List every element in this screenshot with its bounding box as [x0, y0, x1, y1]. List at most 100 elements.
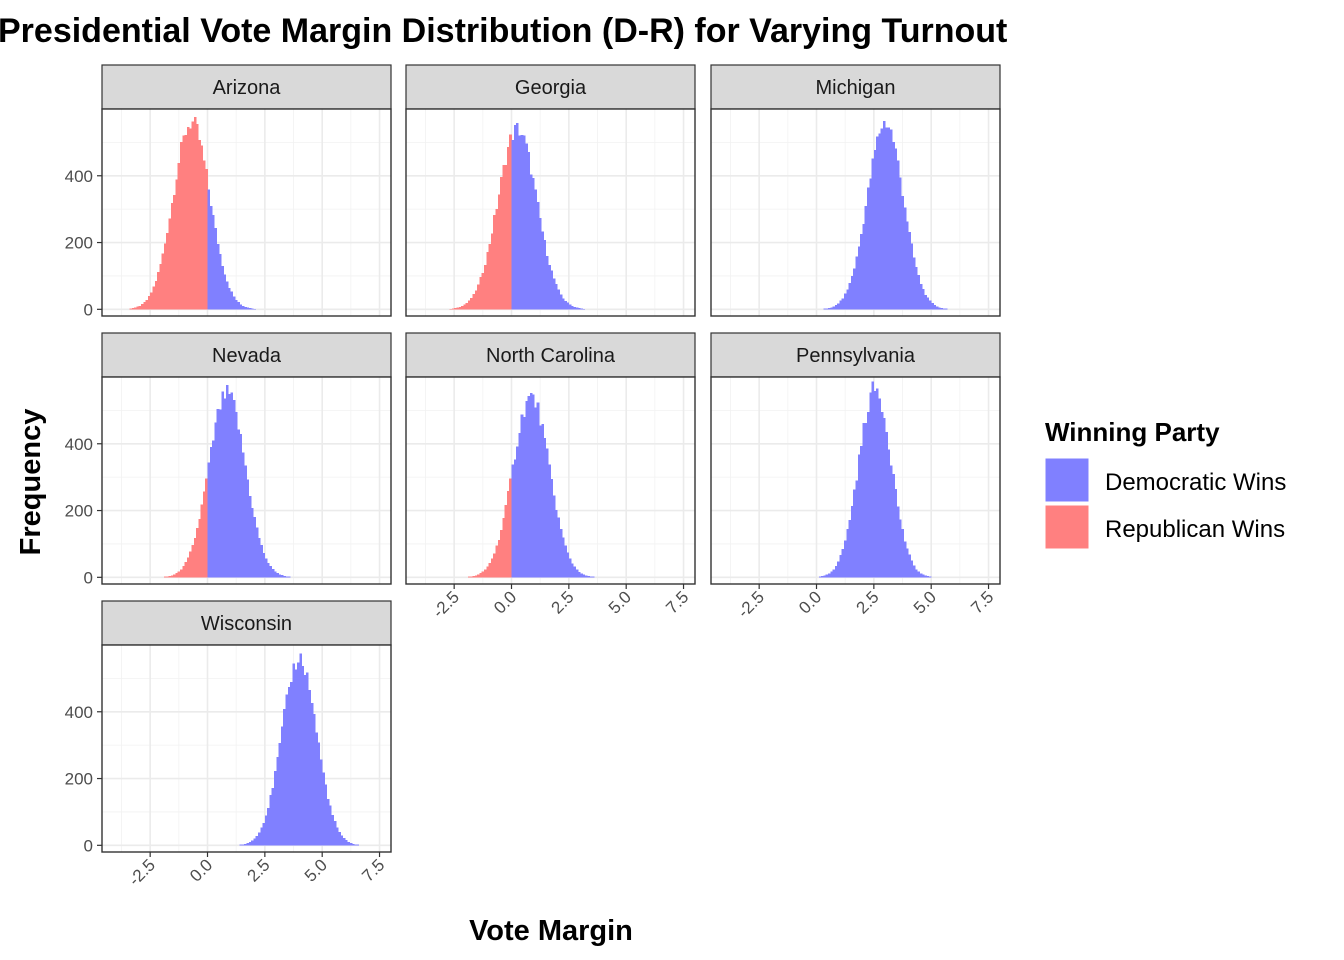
bar-democratic — [237, 429, 240, 578]
y-tick-label: 0 — [84, 300, 93, 319]
bar-democratic — [853, 268, 856, 310]
bar-democratic — [262, 822, 266, 846]
bar-democratic — [262, 552, 266, 578]
bar-democratic — [529, 174, 533, 310]
bar-democratic — [534, 189, 538, 310]
plot-background-arizona — [102, 109, 391, 316]
bar-republican — [147, 295, 151, 310]
bar-democratic — [915, 569, 918, 578]
bar-democratic — [919, 573, 923, 578]
bar-democratic — [218, 254, 222, 310]
x-tick-label: -2.5 — [734, 587, 768, 621]
bar-democratic — [230, 392, 234, 578]
bar-democratic — [232, 400, 236, 578]
bar-democratic — [827, 573, 831, 578]
bar-democratic — [853, 489, 856, 578]
bar-democratic — [555, 510, 558, 578]
bar-republican — [486, 252, 489, 310]
bar-democratic — [294, 669, 298, 846]
bar-democratic — [278, 574, 282, 578]
bar-democratic — [225, 281, 229, 310]
bar-democratic — [283, 575, 286, 578]
bar-republican — [470, 576, 473, 578]
bar-democratic — [862, 423, 865, 578]
bar-democratic — [889, 465, 893, 578]
bar-democratic — [896, 506, 900, 578]
bar-democratic — [883, 417, 886, 578]
bar-republican — [493, 553, 496, 578]
bar-democratic — [214, 227, 217, 310]
bar-democratic — [552, 278, 556, 310]
bar-democratic — [539, 425, 542, 578]
panel-border-north-carolina — [405, 376, 696, 585]
panel-border-nevada — [101, 376, 392, 585]
bar-republican — [506, 490, 510, 578]
bar-democratic — [541, 423, 544, 578]
x-tick-label: -2.5 — [125, 855, 159, 889]
facet-panels: Arizona 0 200 400 Georgia Michigan Nevada 0 200 4… — [65, 64, 1001, 890]
bar-democratic — [216, 244, 220, 310]
bar-republican — [456, 307, 460, 310]
bar-democratic — [568, 558, 572, 578]
bar-democratic — [545, 256, 549, 310]
bar-democratic — [255, 836, 259, 846]
chart-title: Presidential Vote Margin Distribution (D… — [0, 12, 1007, 50]
bar-republican — [449, 308, 453, 310]
bar-democratic — [880, 128, 884, 310]
bar-republican — [205, 169, 208, 310]
bar-democratic — [823, 308, 826, 310]
x-tick-label: 0.0 — [490, 587, 520, 617]
bar-democratic — [264, 815, 268, 846]
bar-democratic — [212, 215, 215, 310]
histogram-north-carolina — [467, 393, 595, 578]
bar-republican — [179, 569, 183, 578]
bar-republican — [483, 265, 487, 310]
bar-republican — [189, 128, 192, 310]
bar-republican — [497, 194, 501, 310]
strip-label-nevada: Nevada — [212, 345, 282, 367]
bar-democratic — [580, 308, 583, 310]
panel-border-arizona — [101, 108, 392, 317]
bar-democratic — [908, 231, 911, 310]
bar-democratic — [834, 305, 838, 310]
legend-label-republican-wins: Republican Wins — [1105, 516, 1285, 543]
strip-michigan — [710, 64, 1001, 110]
y-axis-title: Frequency — [15, 409, 47, 556]
bar-republican — [166, 576, 169, 578]
bar-democratic — [338, 832, 341, 846]
bar-democratic — [214, 422, 217, 578]
histogram-michigan — [823, 120, 948, 310]
bar-democratic — [520, 414, 524, 578]
bar-democratic — [329, 805, 332, 846]
bar-democratic — [883, 120, 886, 310]
bar-democratic — [931, 303, 934, 310]
bar-democratic — [582, 574, 586, 578]
x-tick-label: 2.5 — [853, 587, 883, 617]
bar-democratic — [903, 207, 907, 310]
bar-democratic — [241, 452, 245, 578]
bar-democratic — [283, 709, 286, 846]
bar-democratic — [871, 381, 875, 578]
bar-democratic — [257, 537, 261, 578]
bar-democratic — [326, 799, 330, 846]
bar-democratic — [225, 384, 229, 578]
bar-republican — [481, 571, 485, 578]
bar-republican — [198, 518, 201, 578]
bar-democratic — [267, 807, 270, 846]
bar-republican — [465, 303, 469, 310]
bar-democratic — [860, 446, 863, 578]
bar-democratic — [896, 160, 900, 310]
bar-democratic — [559, 528, 563, 578]
bar-democratic — [582, 308, 586, 310]
bar-democratic — [591, 576, 595, 578]
bar-republican — [196, 527, 199, 578]
bar-democratic — [235, 411, 238, 578]
panel-pennsylvania: Pennsylvania -2.5 0.0 2.5 5.0 7.5 — [710, 332, 1001, 622]
gridlines-michigan — [711, 109, 1000, 316]
bar-republican — [170, 203, 174, 310]
bar-democratic — [899, 177, 902, 310]
panel-georgia: Georgia — [405, 64, 696, 317]
bar-democratic — [313, 713, 316, 846]
bar-democratic — [928, 300, 932, 310]
